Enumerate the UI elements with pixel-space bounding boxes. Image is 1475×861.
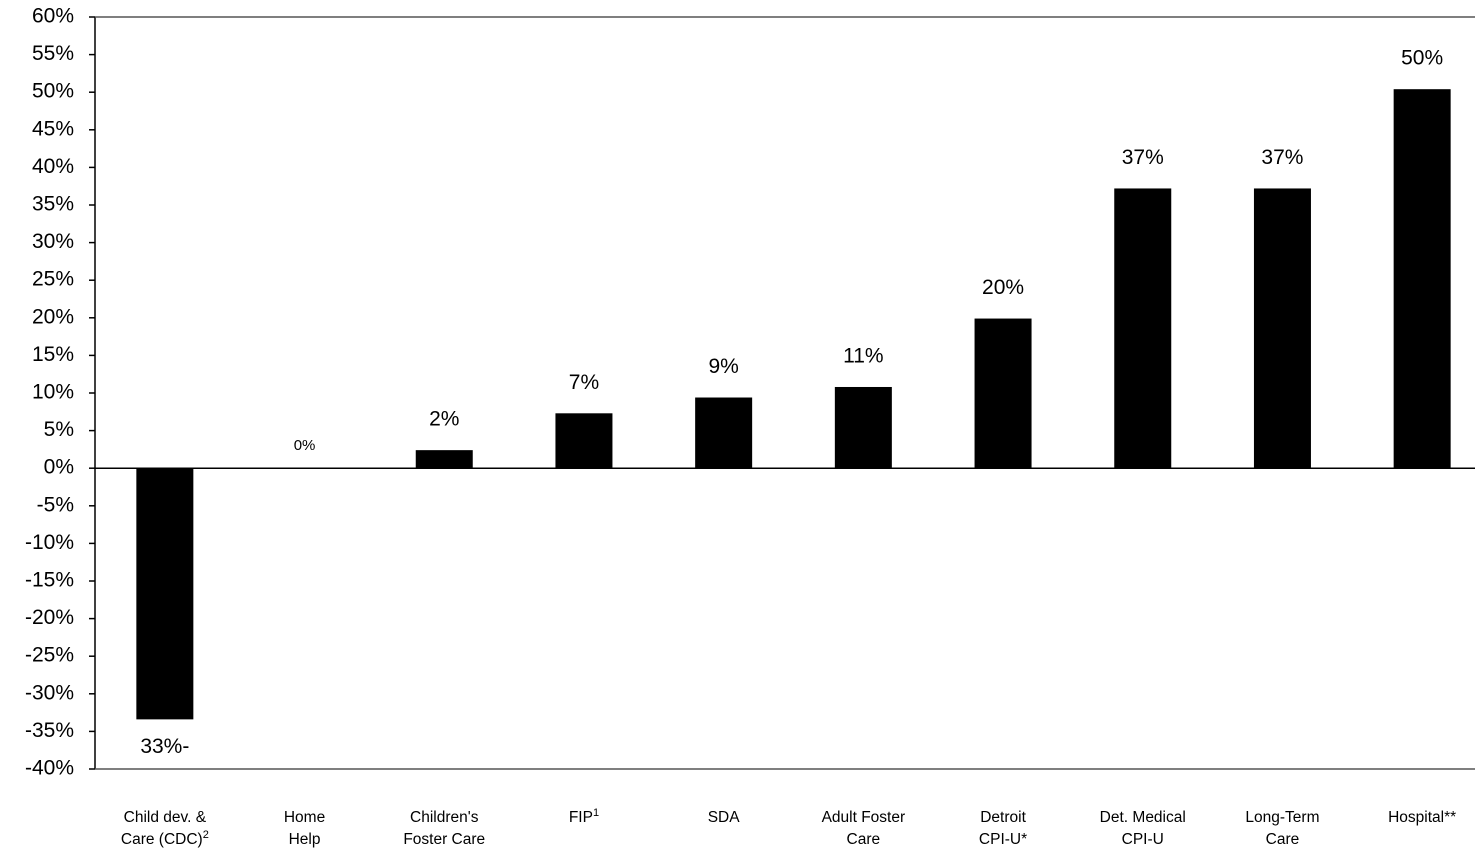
- category-text: Det. Medical CPI-U: [1099, 809, 1186, 848]
- category-text: Child dev. & Care (CDC): [120, 809, 207, 848]
- category-text: Long-Term Care: [1245, 809, 1320, 848]
- x-tick-label: Detroit CPI-U*: [935, 807, 1071, 851]
- category-text: SDA: [707, 809, 740, 826]
- y-tick-label: 50%: [32, 80, 74, 103]
- y-tick-label: 30%: [32, 230, 74, 253]
- y-tick-label: 45%: [32, 117, 74, 140]
- bar: [555, 413, 613, 469]
- y-tick-label: 20%: [32, 305, 74, 328]
- y-tick-label: 40%: [32, 155, 74, 178]
- y-tick-label: 5%: [44, 418, 74, 441]
- y-tick-label: -15%: [25, 569, 74, 592]
- y-tick-label: -25%: [25, 644, 74, 667]
- bar: [974, 318, 1032, 469]
- value-label: 0%: [294, 437, 316, 454]
- y-tick-label: 15%: [32, 343, 74, 366]
- x-tick-label: Home Help: [237, 807, 373, 851]
- bar: [1393, 89, 1451, 469]
- y-tick-label: -35%: [25, 719, 74, 742]
- value-label: 11%: [843, 345, 883, 368]
- x-tick-label: Child dev. & Care (CDC)2: [97, 807, 233, 851]
- category-text: Detroit CPI-U*: [978, 809, 1028, 848]
- value-label: 7%: [569, 371, 599, 394]
- value-label: 20%: [982, 276, 1024, 299]
- value-label: 50%: [1401, 47, 1443, 70]
- x-tick-label: Children's Foster Care: [376, 807, 512, 851]
- bar: [1114, 188, 1172, 469]
- x-tick-label: SDA: [656, 807, 792, 829]
- value-label: 33%-: [140, 735, 189, 758]
- x-tick-label: Hospital**: [1354, 807, 1475, 829]
- category-text: Home Help: [283, 809, 326, 848]
- value-label: 9%: [708, 355, 738, 378]
- y-tick-label: -5%: [37, 493, 74, 516]
- footnote-mark: 2: [202, 828, 209, 841]
- y-tick-label: -30%: [25, 681, 74, 704]
- y-tick-label: -10%: [25, 531, 74, 554]
- y-tick-label: 10%: [32, 381, 74, 404]
- category-text: Adult Foster Care: [821, 809, 906, 848]
- y-tick-label: 0%: [44, 456, 74, 479]
- x-tick-label: Long-Term Care: [1214, 807, 1350, 851]
- value-label: 37%: [1261, 146, 1303, 169]
- y-tick-label: 60%: [32, 5, 74, 28]
- y-tick-label: 55%: [32, 42, 74, 65]
- y-tick-label: -20%: [25, 606, 74, 629]
- category-text: Children's Foster Care: [403, 809, 486, 848]
- x-tick-label: Adult Foster Care: [795, 807, 931, 851]
- x-tick-label: FIP1: [516, 807, 652, 829]
- y-tick-label: 35%: [32, 193, 74, 216]
- y-tick-label: 25%: [32, 268, 74, 291]
- bar: [695, 397, 753, 469]
- bar: [834, 386, 892, 469]
- footnote-mark: 1: [592, 806, 600, 819]
- x-tick-label: Det. Medical CPI-U: [1075, 807, 1211, 851]
- bar: [415, 450, 473, 469]
- bar: [1253, 188, 1311, 469]
- bar: [136, 468, 194, 720]
- y-tick-label: -40%: [25, 757, 74, 780]
- category-text: FIP: [568, 809, 593, 826]
- category-text: Hospital**: [1388, 809, 1457, 826]
- value-label: 37%: [1122, 146, 1164, 169]
- value-label: 2%: [429, 408, 459, 431]
